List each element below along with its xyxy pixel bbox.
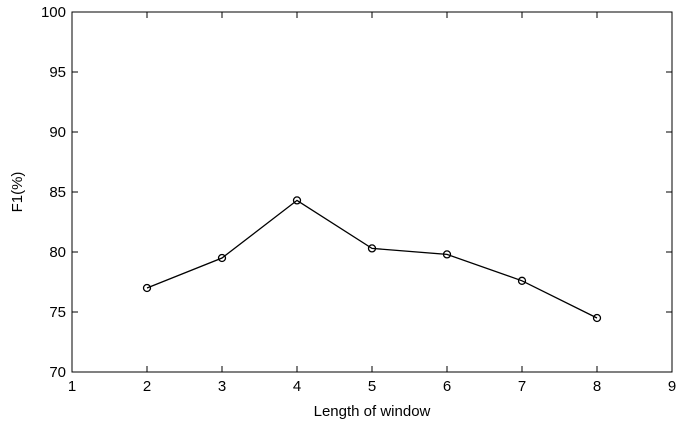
x-tick-label: 7 xyxy=(518,378,526,395)
x-tick-label: 9 xyxy=(668,378,676,395)
x-tick-label: 2 xyxy=(143,378,151,395)
data-point xyxy=(592,313,602,323)
y-axis: 70 75 80 85 90 95 100 xyxy=(41,4,672,381)
x-tick-label: 4 xyxy=(293,378,301,395)
data-point xyxy=(292,196,302,205)
y-axis-label: F1(%) xyxy=(9,172,26,213)
data-point xyxy=(367,244,377,253)
data-point xyxy=(142,283,152,293)
x-axis: 1 2 3 4 5 6 7 8 9 xyxy=(68,12,676,395)
y-tick-label: 80 xyxy=(49,244,66,261)
series-line xyxy=(146,199,598,319)
y-tick-label: 100 xyxy=(41,4,66,21)
x-tick-label: 3 xyxy=(218,378,226,395)
y-tick-label: 95 xyxy=(49,64,66,81)
x-axis-label: Length of window xyxy=(314,403,431,420)
plot-area xyxy=(71,11,673,373)
x-tick-label: 6 xyxy=(443,378,451,395)
data-point xyxy=(442,250,452,259)
x-tick-label: 1 xyxy=(68,378,76,395)
y-tick-label: 75 xyxy=(49,304,66,321)
y-tick-label: 70 xyxy=(49,364,66,381)
y-tick-label: 90 xyxy=(49,124,66,141)
y-tick-label: 85 xyxy=(49,184,66,201)
x-tick-label: 5 xyxy=(368,378,376,395)
series-layer xyxy=(142,196,602,323)
data-point xyxy=(217,253,227,263)
data-point xyxy=(517,276,527,285)
x-tick-label: 8 xyxy=(593,378,601,395)
